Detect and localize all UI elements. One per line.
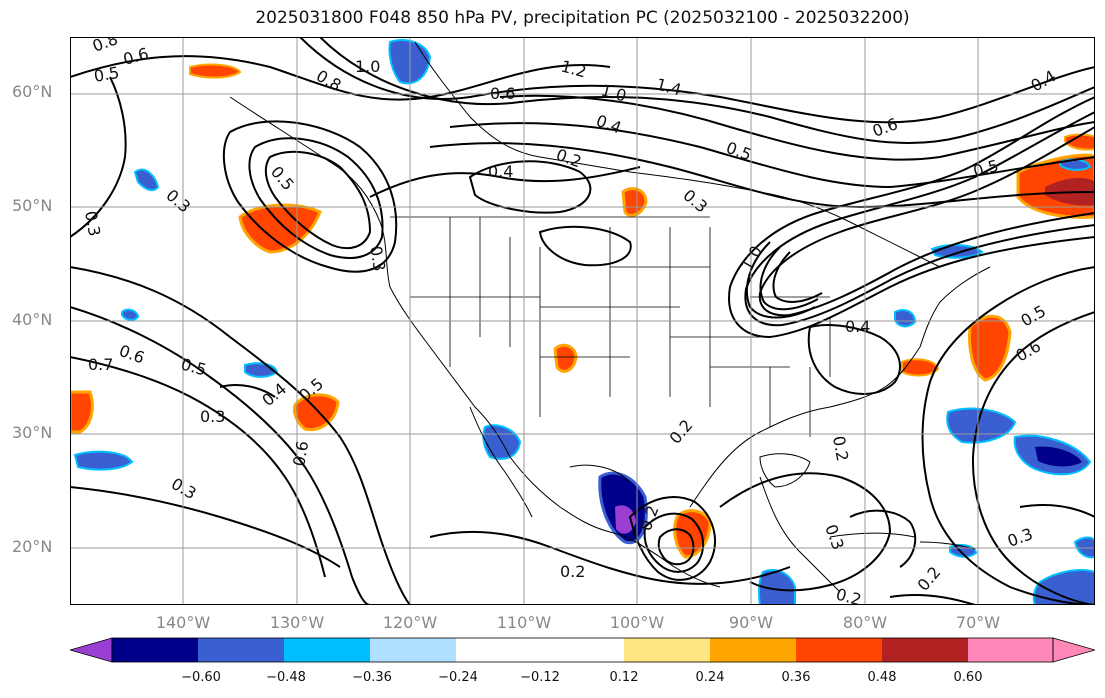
- colorbar-segment: [370, 638, 456, 662]
- lat-label: 50°N: [12, 196, 53, 215]
- colorbar-segment: [710, 638, 796, 662]
- precip-patch: [1073, 536, 1095, 559]
- colorbar-tick: −0.24: [438, 670, 478, 685]
- precip-patch: [553, 343, 578, 373]
- lon-label: 100°W: [609, 613, 665, 632]
- colorbar-segment: [284, 638, 370, 662]
- map-title: 2025031800 F048 850 hPa PV, precipitatio…: [255, 8, 910, 28]
- colorbar-tick: 0.60: [953, 670, 983, 685]
- contour-label: 0.6: [289, 439, 312, 467]
- lat-label: 40°N: [12, 310, 53, 329]
- colorbar-segment: [112, 638, 198, 662]
- precip-patch: [621, 187, 648, 217]
- lat-label: 60°N: [12, 82, 53, 101]
- lon-label: 130°W: [269, 613, 325, 632]
- contour-label: 0.2: [829, 434, 852, 462]
- colorbar-tick: 0.36: [781, 670, 811, 685]
- lat-label: 20°N: [12, 537, 53, 556]
- colorbar-tick: −0.36: [352, 670, 392, 685]
- colorbar-segment: [70, 637, 113, 663]
- precip-patch: [133, 168, 160, 192]
- colorbar-segment: [624, 638, 710, 662]
- lon-label: 110°W: [496, 613, 552, 632]
- precip-patch: [1064, 133, 1095, 151]
- lon-label: 140°W: [155, 613, 211, 632]
- colorbar-tick: −0.60: [181, 670, 221, 685]
- precip-patch: [968, 314, 1012, 382]
- colorbar-tick: 0.24: [695, 670, 725, 685]
- lon-label: 120°W: [382, 613, 438, 632]
- contour-label: 0.7: [88, 355, 113, 374]
- precip-patch: [894, 309, 917, 328]
- contour-label: 0.2: [834, 585, 864, 605]
- state-borders: [390, 216, 831, 437]
- contour-label: 0.3: [366, 244, 389, 272]
- colorbar-tick: 0.48: [867, 670, 897, 685]
- precip-patch: [758, 569, 796, 605]
- contour-label: 0.4: [845, 317, 870, 336]
- lon-label: 90°W: [728, 613, 774, 632]
- colorbar-segment: [1052, 637, 1095, 663]
- contour-label: 0.3: [81, 209, 104, 237]
- lat-label: 30°N: [12, 423, 53, 442]
- lon-label: 70°W: [955, 613, 1001, 632]
- colorbar-segment: [456, 638, 624, 662]
- lon-label: 80°W: [842, 613, 888, 632]
- contour-label: 0.4: [488, 162, 513, 181]
- colorbar-tick: −0.48: [266, 670, 306, 685]
- precip-patch: [73, 450, 134, 471]
- map-frame: [70, 37, 1095, 605]
- colorbar-segment: [968, 638, 1053, 662]
- contour-label: 0.6: [490, 84, 515, 103]
- precip-patch: [70, 390, 94, 434]
- colorbar-segment: [796, 638, 882, 662]
- map-canvas: 0.8 0.6 0.5 1.0 0.8 1.2 1.0 1.4 0.6 0.4 …: [70, 37, 1095, 605]
- graticule: [70, 37, 1095, 605]
- contour-label: 0.5: [92, 63, 120, 86]
- precip-patch: [901, 358, 940, 377]
- contour-label: 0.2: [560, 562, 585, 581]
- contour-label: 0.3: [200, 407, 225, 426]
- precip-patch: [1032, 569, 1095, 605]
- precip-patch: [189, 63, 242, 79]
- pv-contours: [70, 37, 1095, 605]
- colorbar-segment: [198, 638, 284, 662]
- colorbar: [70, 637, 1095, 663]
- colorbar-segment: [882, 638, 968, 662]
- precip-negative-patches: [73, 39, 1095, 605]
- colorbar-tick: −0.12: [520, 670, 560, 685]
- precip-patch: [121, 308, 140, 321]
- contour-label: 1.0: [355, 57, 380, 76]
- colorbar-tick: 0.12: [609, 670, 639, 685]
